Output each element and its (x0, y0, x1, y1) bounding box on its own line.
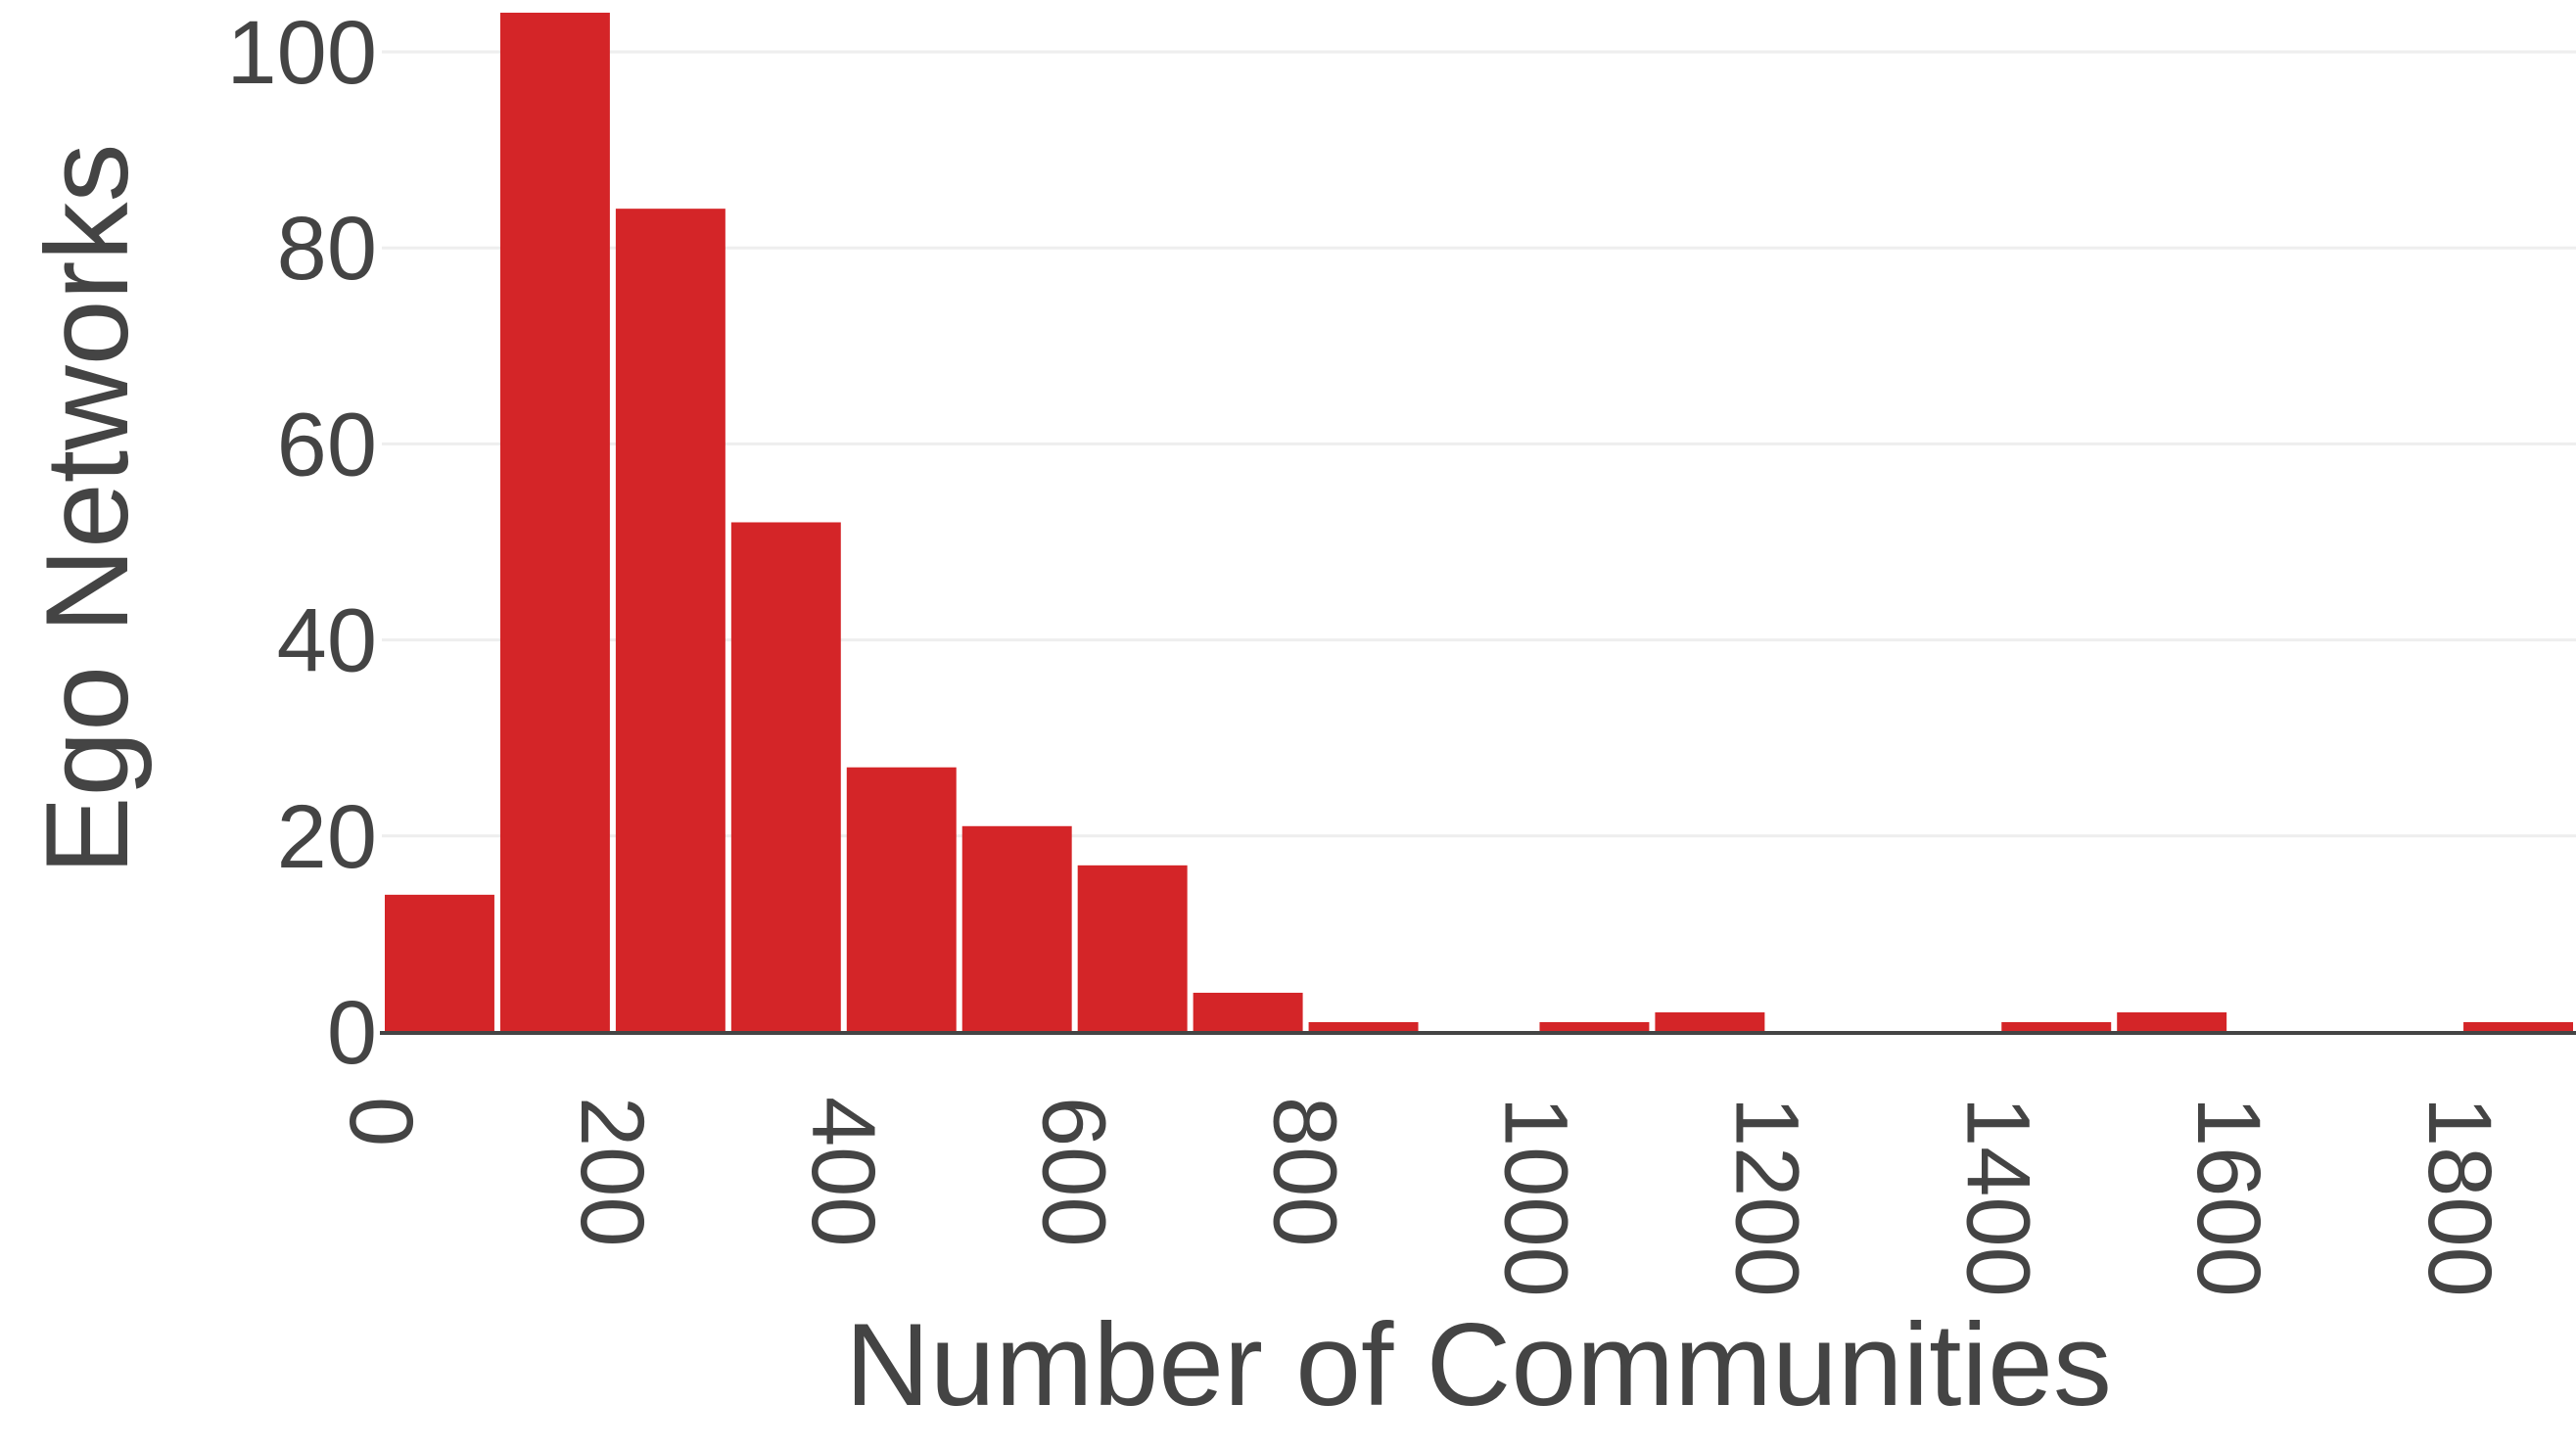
x-tick-label: 1400 (1947, 1097, 2047, 1297)
x-tick-label: 800 (1255, 1097, 1355, 1247)
x-tick-label: 1200 (1716, 1097, 1816, 1297)
x-axis-title: Number of Communities (845, 1299, 2112, 1430)
y-tick-label: 40 (277, 591, 377, 691)
histogram-bar (1308, 1021, 1419, 1032)
y-tick-label: 20 (277, 787, 377, 887)
bars (385, 12, 2573, 1033)
x-tick-label: 600 (1024, 1097, 1124, 1247)
y-tick-label: 0 (327, 983, 377, 1083)
histogram-bar (2463, 1021, 2573, 1032)
y-tick-label: 80 (277, 199, 377, 299)
x-tick-label: 0 (331, 1097, 431, 1147)
histogram-bar (1077, 865, 1188, 1032)
x-tick-label: 200 (562, 1097, 662, 1247)
x-tick-label: 1800 (2410, 1097, 2509, 1297)
histogram-bar (961, 825, 1072, 1032)
y-tick-labels: 0 20 40 60 80 100 (227, 3, 378, 1083)
histogram-bar (2117, 1011, 2227, 1032)
x-tick-label: 1000 (1485, 1097, 1585, 1297)
histogram-bar (499, 12, 610, 1033)
x-tick-labels: 0 200 400 600 800 1000 1200 1400 1600 1800 (331, 1097, 2509, 1297)
histogram-bar (1655, 1011, 1765, 1032)
x-tick-label: 400 (793, 1097, 893, 1247)
histogram-bar (2001, 1021, 2112, 1032)
histogram-bar (385, 894, 494, 1032)
histogram-bar (730, 522, 841, 1032)
x-tick-label: 1600 (2178, 1097, 2278, 1297)
histogram-bar (615, 209, 726, 1032)
histogram-bar (1193, 992, 1303, 1032)
y-tick-label: 60 (277, 395, 377, 494)
histogram-bar (846, 767, 957, 1032)
y-axis-title: Ego Networks (22, 144, 153, 875)
y-tick-label: 100 (227, 3, 378, 103)
histogram-bar (1539, 1021, 1650, 1032)
